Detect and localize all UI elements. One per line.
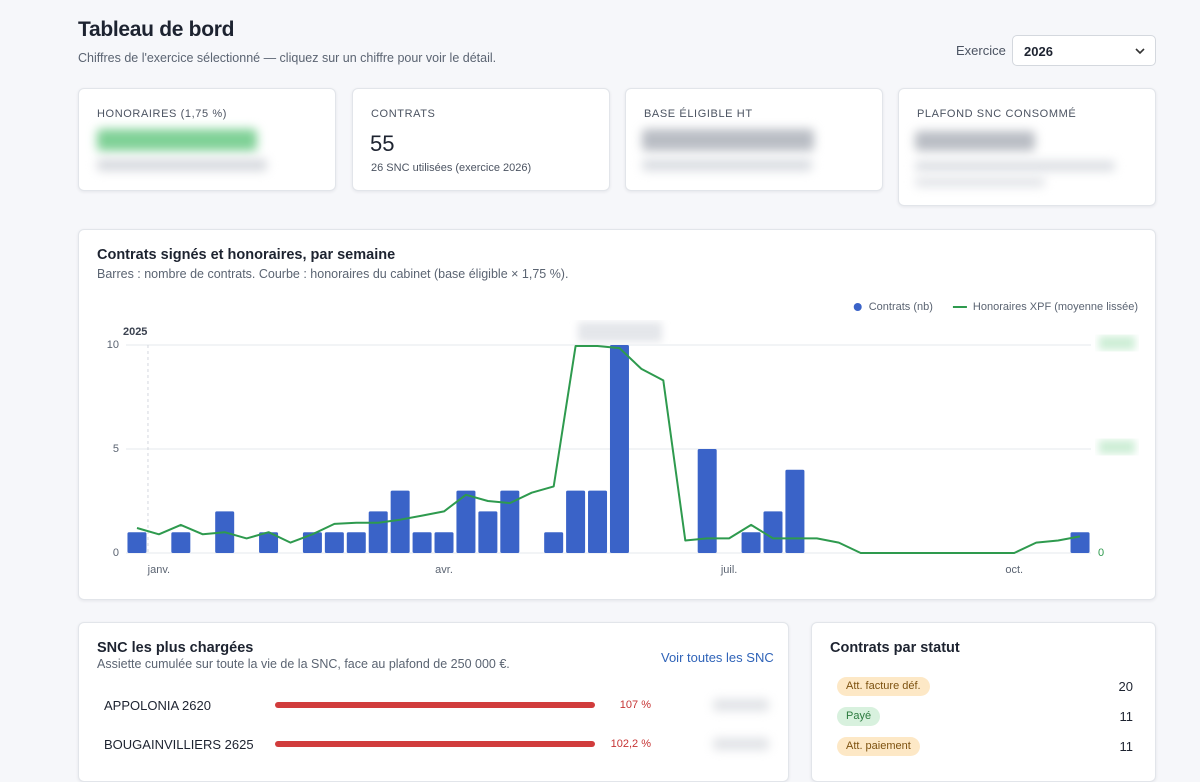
status-count: 20	[1118, 679, 1133, 694]
bar	[588, 490, 608, 553]
chevron-icon	[1135, 48, 1145, 55]
blurred-y2-tick	[1099, 336, 1135, 350]
exercise-value: 2026	[1024, 44, 1053, 59]
snc-share: 107 %	[619, 699, 651, 711]
blurred-label	[578, 322, 662, 342]
y2-tick-label: 0	[1098, 547, 1104, 559]
bar	[478, 511, 498, 553]
bar	[763, 511, 783, 553]
kpi-label: CONTRATS	[371, 108, 436, 120]
kpi-label: HONORAIRES (1,75 %)	[97, 108, 227, 120]
blurred-note	[915, 161, 1115, 171]
exercise-label: Exercice	[956, 43, 1006, 58]
blurred-note	[642, 159, 812, 171]
status-count: 11	[1119, 709, 1134, 724]
kpi-card[interactable]: PLAFOND SNC CONSOMMÉ	[898, 88, 1156, 206]
blurred-note	[97, 159, 267, 171]
status-pill: Att. facture déf.	[837, 677, 930, 696]
kpi-value: 55	[370, 131, 395, 156]
bar	[127, 532, 147, 553]
kpi-note: 26 SNC utilisées (exercice 2026)	[371, 162, 532, 174]
year-annotation: 2025	[123, 326, 147, 338]
bar	[500, 490, 520, 553]
snc-panel: SNC les plus chargées Assiette cumulée s…	[78, 622, 789, 782]
bar	[697, 449, 717, 553]
bar	[785, 469, 805, 553]
blurred-note	[915, 177, 1045, 187]
line	[136, 345, 1081, 554]
snc-bar	[275, 741, 595, 747]
snc-share: 102,2 %	[610, 738, 651, 750]
snc-name: APPOLONIA 2620	[104, 698, 211, 713]
status-panel: Contrats par statut Att. facture déf. 20…	[811, 622, 1156, 782]
kpi-label: PLAFOND SNC CONSOMMÉ	[917, 108, 1077, 120]
chart-title: Contrats signés et honoraires, par semai…	[97, 247, 396, 263]
snc-bar	[275, 702, 595, 708]
kpi-card[interactable]: HONORAIRES (1,75 %)	[78, 88, 336, 191]
y-tick-label: 5	[113, 443, 119, 455]
bar	[1070, 532, 1090, 553]
see-all-link[interactable]: Voir toutes les SNC	[661, 650, 774, 665]
chart: 0 5 10 0 2025 janv. avr. juil. oct. Honoraires XP…	[107, 301, 1138, 576]
bar	[456, 490, 476, 553]
bar	[324, 532, 344, 553]
legend-swatch	[853, 303, 862, 311]
blurred-value	[915, 131, 1035, 151]
y-tick-label: 10	[107, 339, 119, 351]
x-tick-label: oct.	[1005, 564, 1023, 576]
x-tick-label: avr.	[435, 564, 453, 576]
status-count: 11	[1119, 739, 1134, 754]
page-title: Tableau de bord	[78, 18, 235, 41]
kpi-label: BASE ÉLIGIBLE HT	[644, 108, 753, 120]
bar	[171, 532, 191, 553]
bar	[412, 532, 432, 553]
bar	[368, 511, 388, 553]
bar	[566, 490, 586, 553]
y-tick-label: 0	[113, 547, 119, 559]
blurred-value	[642, 129, 814, 151]
bar	[544, 532, 564, 553]
blurred-amount	[713, 738, 769, 750]
kpi-card[interactable]: CONTRATS 55 26 SNC utilisées (exercice 2…	[352, 88, 610, 191]
panel-subtitle: Assiette cumulée sur toute la vie de la …	[97, 657, 510, 671]
page-subtitle: Chiffres de l'exercice sélectionné — cli…	[78, 51, 497, 65]
dashboard-page: Tableau de bord Chiffres de l'exercice s…	[78, 18, 1156, 782]
bar	[302, 532, 322, 553]
blurred-amount	[713, 699, 769, 711]
x-tick-label: juil.	[720, 564, 738, 576]
blurred-value	[97, 129, 257, 151]
bar	[741, 532, 761, 553]
bar	[390, 490, 410, 553]
bar	[434, 532, 454, 553]
status-pill: Payé	[837, 707, 881, 726]
bar	[609, 345, 629, 553]
blurred-y2-tick	[1099, 440, 1135, 454]
kpi-card[interactable]: BASE ÉLIGIBLE HT	[625, 88, 883, 191]
chart-subtitle: Barres : nombre de contrats. Courbe : ho…	[97, 267, 569, 281]
x-tick-label: janv.	[147, 564, 170, 576]
panel-title: SNC les plus chargées	[97, 640, 254, 656]
chart-card: Contrats signés et honoraires, par semai…	[78, 229, 1156, 600]
bar	[346, 532, 366, 553]
panel-title: Contrats par statut	[830, 640, 960, 656]
status-pill: Att. paiement	[837, 737, 920, 756]
legend-label: Honoraires XPF (moyenne lissée)	[973, 301, 1138, 313]
exercise-select[interactable]: 2026	[1012, 35, 1156, 66]
snc-name: BOUGAINVILLIERS 2625	[104, 737, 254, 752]
bar	[259, 532, 279, 553]
legend-label: Contrats (nb)	[869, 301, 933, 313]
